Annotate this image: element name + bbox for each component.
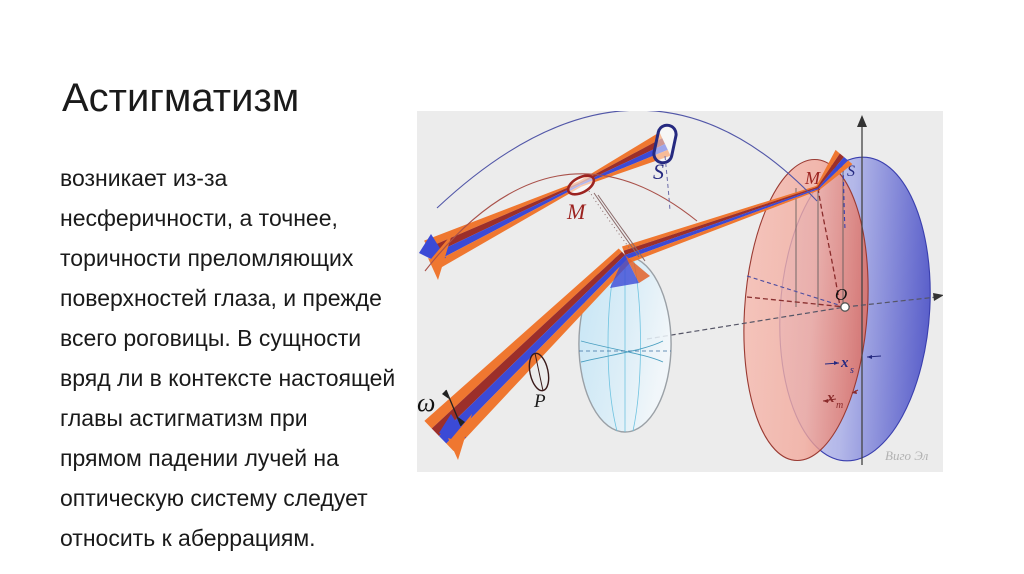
svg-text:M: M [566,199,587,224]
svg-text:ω: ω [417,388,435,417]
svg-text:S: S [653,159,664,184]
